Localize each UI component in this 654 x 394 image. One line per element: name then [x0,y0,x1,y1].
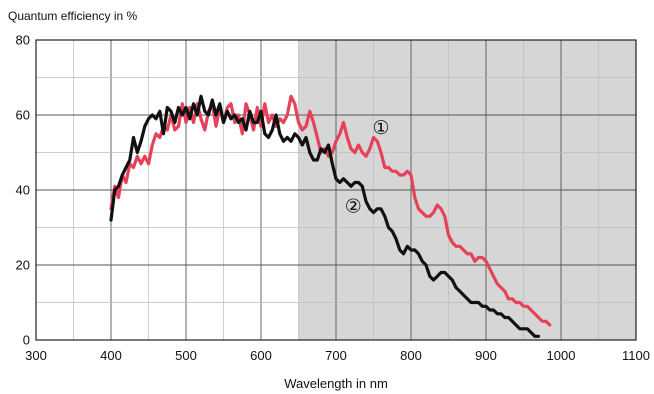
x-tick-label: 400 [100,348,122,363]
x-tick-label: 600 [250,348,272,363]
series-marker-2: ② [345,196,362,218]
plot-frame [35,39,637,341]
x-tick-label: 700 [325,348,347,363]
y-tick-label: 0 [23,333,30,348]
y-tick-label: 20 [16,258,30,273]
plot-border [35,39,637,341]
x-tick-label: 1000 [547,348,576,363]
tick-labels: 300 400 500 600 700 800 900 1000 1100 0 20 40 60 80 [16,33,650,364]
x-tick-label: 1100 [622,348,650,363]
x-tick-label: 500 [175,348,197,363]
chart-title: Quantum efficiency in % [8,9,138,23]
y-tick-label: 80 [16,33,30,48]
series-annotations: ①② [345,117,390,218]
series-lines [109,94,552,338]
x-tick-label: 900 [475,348,497,363]
y-tick-label: 60 [16,108,30,123]
series-line-2 [109,94,541,338]
x-tick-label: 800 [400,348,422,363]
y-tick-label: 40 [16,183,30,198]
x-tick-label: 300 [25,348,47,363]
series-marker-1: ① [372,117,389,139]
x-axis-label: Wavelength in nm [284,376,388,391]
